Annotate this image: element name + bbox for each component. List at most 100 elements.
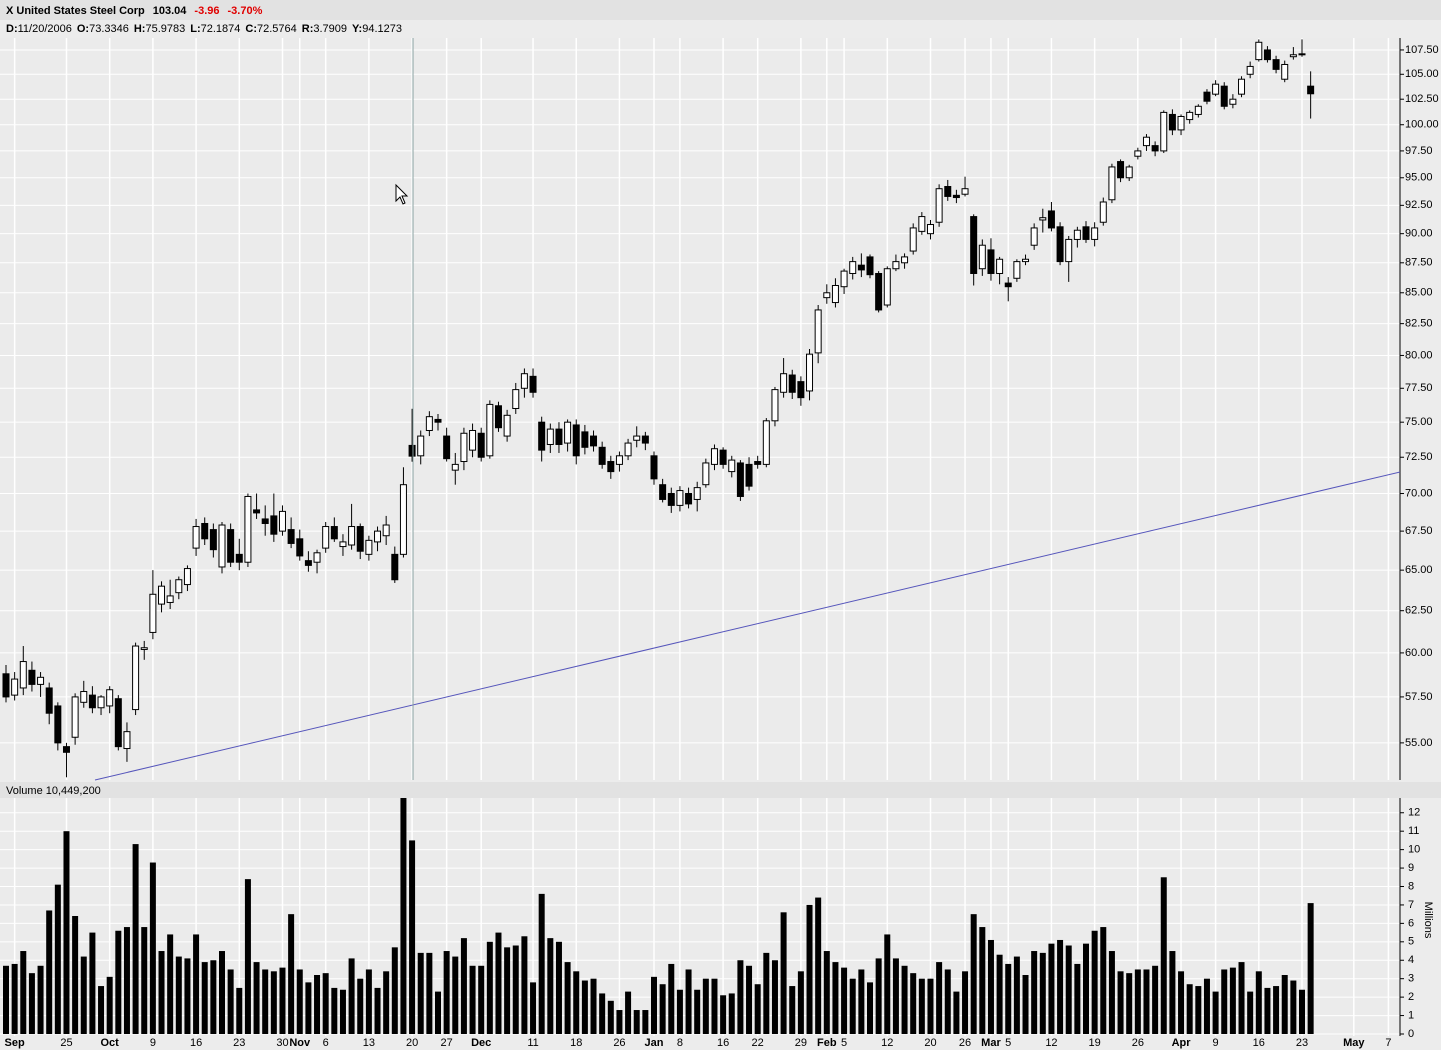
volume-bar: [1247, 991, 1254, 1034]
x-tick-label: 5: [1005, 1037, 1011, 1049]
volume-bar: [1126, 973, 1133, 1034]
candle-body: [918, 216, 926, 232]
x-tick-label: 7: [1385, 1037, 1391, 1049]
volume-bar: [530, 982, 537, 1034]
title: X United States Steel Corp: [6, 5, 145, 17]
volume-bar: [841, 967, 848, 1034]
volume-label: Volume 10,449,200: [6, 785, 101, 797]
volume-bar: [167, 934, 174, 1034]
candle-body: [1117, 161, 1125, 179]
x-tick-label: 18: [570, 1037, 582, 1049]
candle-body: [1013, 261, 1021, 279]
candle-body: [1160, 111, 1168, 152]
volume-bar: [193, 934, 200, 1034]
volume-bar: [521, 936, 528, 1034]
volume-bar: [651, 976, 657, 1034]
y-tick-label: 90.00: [1405, 228, 1433, 240]
candle-body: [797, 381, 805, 399]
volume-bar: [1178, 971, 1185, 1034]
volume-bar: [512, 945, 519, 1034]
volume-bar: [659, 984, 666, 1034]
candle-body: [952, 194, 960, 199]
volume-bar: [1238, 962, 1245, 1034]
x-tick-label: 9: [150, 1037, 156, 1049]
candle-body: [814, 309, 822, 354]
readout-value: 73.3346: [89, 23, 129, 35]
volume-bar: [141, 927, 148, 1034]
candle-body: [158, 585, 166, 605]
candle-body: [702, 462, 710, 486]
candle-body: [1281, 63, 1289, 80]
y-tick-label: 62.50: [1405, 605, 1433, 617]
candle-body: [866, 256, 874, 276]
volume-unit: Millions: [1422, 902, 1434, 939]
candle-body: [382, 524, 390, 537]
volume-bar: [1255, 971, 1262, 1034]
volume-bar: [1074, 963, 1081, 1034]
volume-bar: [426, 952, 433, 1034]
x-tick-label: 8: [677, 1037, 683, 1049]
candle-body: [857, 264, 865, 271]
candle-body: [1255, 41, 1263, 61]
y-tick-label: 65.00: [1405, 564, 1433, 576]
readout-value: 72.1874: [201, 23, 241, 35]
candle-body: [356, 526, 364, 552]
volume-bar: [123, 927, 130, 1034]
candle-body: [771, 389, 779, 422]
candle-body: [1142, 136, 1150, 147]
candle-body: [598, 446, 606, 465]
volume-bar: [590, 978, 597, 1034]
volume-bar: [244, 879, 251, 1034]
volume-tick-label: 9: [1408, 862, 1414, 874]
candle-body: [494, 405, 502, 429]
candle-body: [1022, 258, 1030, 263]
x-tick-label: 20: [406, 1037, 418, 1049]
candle-body: [840, 270, 848, 288]
candle-body: [11, 678, 19, 696]
x-tick-label: Dec: [471, 1037, 491, 1049]
volume-bar: [849, 978, 856, 1034]
volume-bar: [1083, 943, 1089, 1034]
volume-bar: [348, 958, 355, 1034]
volume-bar: [236, 987, 243, 1034]
y-tick-label: 70.00: [1405, 487, 1433, 499]
candle-body: [1073, 229, 1081, 240]
volume-tick-label: 8: [1408, 880, 1414, 892]
candle-body: [97, 696, 105, 709]
volume-bar: [1031, 951, 1038, 1034]
volume-tick-label: 7: [1408, 899, 1414, 911]
volume-bar: [962, 971, 969, 1034]
candle-body: [1108, 166, 1116, 201]
readout-label: D:: [6, 23, 18, 35]
volume-bar: [1005, 963, 1012, 1034]
candle-body: [123, 731, 131, 750]
volume-bar: [633, 1010, 640, 1034]
volume-tick-label: 5: [1408, 936, 1414, 948]
volume-tick-label: 3: [1408, 973, 1414, 985]
volume-bar: [616, 1010, 623, 1034]
candle-body: [114, 698, 122, 748]
candle-body: [19, 661, 27, 689]
candle-body: [37, 676, 45, 685]
volume-bar: [642, 1010, 649, 1034]
candle-body: [1238, 78, 1246, 95]
candle-body: [1168, 113, 1176, 131]
volume-tick-label: 12: [1408, 807, 1420, 819]
volume-bar: [1057, 939, 1064, 1034]
volume-bar: [115, 930, 122, 1034]
volume-bar: [1195, 986, 1202, 1034]
volume-bar: [504, 947, 511, 1034]
volume-bar: [867, 982, 873, 1034]
candle-body: [1151, 145, 1159, 152]
candle-body: [693, 487, 701, 500]
volume-bar: [1290, 980, 1297, 1034]
volume-bar: [175, 956, 182, 1034]
candle-body: [685, 493, 693, 505]
volume-bar: [1065, 945, 1072, 1034]
candle-body: [1220, 85, 1228, 107]
candle-body: [762, 420, 770, 465]
candle-body: [615, 455, 623, 465]
candle-body: [1177, 115, 1185, 131]
volume-bar: [460, 938, 467, 1034]
volume-bar: [253, 962, 260, 1034]
